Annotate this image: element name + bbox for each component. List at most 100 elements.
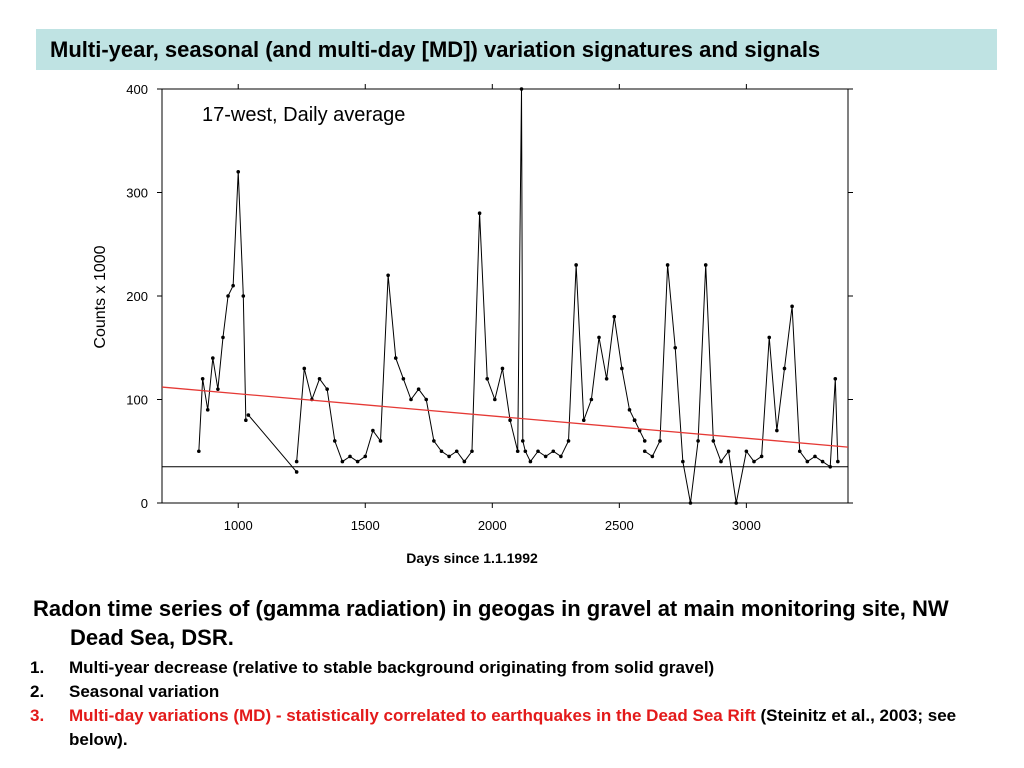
radon-series-line [248,414,298,473]
x-tick-label: 2000 [478,518,507,533]
data-point [371,428,375,433]
data-point [294,459,299,464]
data-point [519,87,524,91]
data-point [520,439,525,443]
data-point [439,449,444,454]
list-number: 3. [30,706,45,725]
data-point [688,501,693,505]
data-point [226,294,230,298]
data-point [696,439,700,443]
y-tick-label: 300 [126,186,148,201]
data-point [759,454,764,459]
data-point [642,439,647,443]
data-point [241,294,246,298]
list-item: 2. Seasonal variation [30,680,1008,704]
data-point [627,408,632,412]
data-point [536,449,540,454]
data-point [409,397,413,402]
data-point [470,449,474,454]
data-point [833,377,838,381]
data-point [752,459,756,464]
data-point [782,366,787,371]
data-point [528,459,533,464]
x-axis-label: Days since 1.1.1992 [406,550,538,566]
data-point [325,387,329,391]
data-point [813,454,817,459]
plot-frame [161,88,849,504]
data-point [200,377,205,381]
data-point [355,459,360,464]
data-point [378,439,383,443]
data-point [734,501,739,505]
data-point [236,170,241,174]
list-text: Multi-day variations (MD) - statisticall… [69,706,756,725]
y-tick-label: 100 [126,393,148,408]
data-point [332,439,337,443]
data-point [632,418,637,423]
data-point [348,454,352,459]
x-tick-label: 2500 [605,518,634,533]
data-point [597,335,601,340]
trend-line [161,386,849,448]
radon-chart: 1000 1500 2000 2500 3000 0 100 200 300 400 17-wes… [92,82,853,566]
data-point [246,413,251,417]
data-point [340,459,345,464]
description: Radon time series of (gamma radiation) i… [30,594,1008,752]
list-number: 1. [30,658,45,677]
data-point [650,454,655,459]
data-point [447,454,451,459]
data-point [681,459,685,464]
data-point [805,459,810,464]
data-point [790,304,794,309]
x-tick-label: 1500 [351,518,380,533]
data-point [673,345,678,350]
data-point [589,397,594,402]
data-point [665,263,670,267]
data-point [485,377,490,381]
list-text: Seasonal variation [69,682,220,701]
slide-title: Multi-year, seasonal (and multi-day [MD]… [50,36,821,62]
data-point [658,439,662,443]
data-point [205,408,210,412]
y-tick-label: 0 [141,496,148,511]
data-point [543,454,548,459]
radon-series-line [296,88,636,463]
data-point [231,283,235,288]
data-point [775,428,779,433]
data-point [244,418,248,423]
data-point [767,335,772,340]
data-point [393,356,398,360]
data-point [454,449,459,454]
data-point [523,449,528,454]
data-point [828,464,833,469]
data-point [416,387,421,391]
x-tick-label: 3000 [732,518,761,533]
data-point [302,366,307,371]
data-point [581,418,586,423]
y-tick-label: 400 [126,82,148,97]
data-point [836,459,840,464]
data-point [566,439,571,443]
radon-series-line [644,264,839,504]
data-point [508,418,512,423]
description-heading: Radon time series of (gamma radiation) i… [33,596,949,650]
data-point [551,449,556,454]
findings-list: 1. Multi-year decrease (relative to stab… [30,656,1008,752]
list-item: 3. Multi-day variations (MD) - statistic… [30,704,1008,752]
data-point [620,366,624,371]
data-point [515,449,520,454]
data-point [221,335,225,340]
data-point [711,439,716,443]
data-point [424,397,429,402]
data-point [211,356,215,360]
data-point [604,377,609,381]
data-point [493,397,497,402]
slide-title-bar: Multi-year, seasonal (and multi-day [MD]… [36,29,997,70]
data-point [462,459,467,464]
data-point [637,428,642,433]
data-point [574,263,578,267]
list-item: 1. Multi-year decrease (relative to stab… [30,656,1008,680]
data-point [797,449,802,454]
data-point [197,449,201,454]
chart-series [161,87,849,505]
